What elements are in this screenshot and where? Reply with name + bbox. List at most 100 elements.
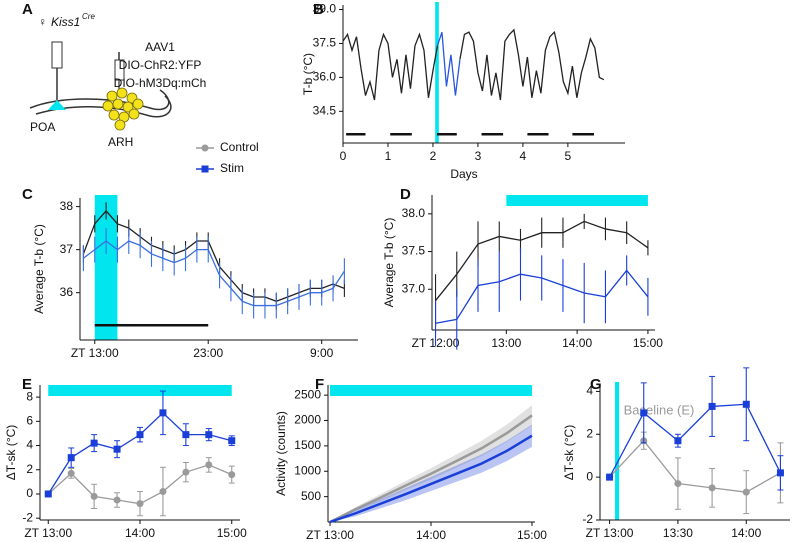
optic-fiber	[51, 41, 63, 69]
stim-period	[94, 195, 118, 340]
x-tick-label: 14:00	[125, 526, 155, 540]
dark-period	[527, 133, 549, 136]
y-tick-label: 500	[301, 489, 321, 503]
legend-marker	[201, 165, 209, 173]
diagram	[29, 41, 172, 131]
x-tick-label: 3	[475, 149, 482, 163]
marker	[44, 490, 52, 498]
marker	[159, 488, 167, 496]
x-tick-label: ZT 13:00	[306, 528, 354, 542]
panel-label: A	[22, 1, 33, 18]
virus-label: AAV1	[145, 40, 175, 54]
panel-label: D	[400, 186, 411, 203]
stim-period	[330, 385, 532, 396]
x-tick-label: ZT 13:00	[71, 346, 119, 360]
stim-period	[506, 195, 648, 206]
y-tick-label: 0	[26, 486, 33, 500]
marker	[182, 468, 190, 476]
marker	[159, 409, 167, 417]
genotype-superscript: Cre	[82, 12, 95, 21]
y-tick-label: 1500	[294, 438, 321, 452]
stim-period	[435, 2, 439, 143]
series-line	[609, 439, 781, 493]
panel-label: E	[22, 376, 32, 393]
y-axis-label: ΔT-sk (°C)	[562, 425, 576, 480]
region-label: POA	[30, 120, 55, 134]
marker	[708, 484, 716, 492]
y-tick-label: 4	[26, 438, 33, 452]
y-axis-label: Activity (counts)	[274, 411, 288, 496]
y-tick-label: 38.0	[402, 206, 426, 220]
y-tick-label: 38	[60, 199, 74, 213]
x-tick-label: ZT 13:00	[24, 526, 72, 540]
error-band	[330, 405, 532, 522]
series-line	[436, 31, 461, 96]
neurons	[102, 87, 144, 131]
marker	[113, 496, 121, 504]
series-line	[83, 240, 345, 307]
x-tick-label: 15:00	[217, 526, 247, 540]
x-tick-label: 13:30	[663, 526, 693, 540]
x-axis-label: Days	[450, 167, 477, 181]
marker	[674, 480, 682, 488]
marker	[742, 400, 750, 408]
series-line	[342, 28, 605, 101]
y-axis-label: ΔT-sk (°C)	[4, 425, 18, 480]
genotype: Kiss1	[51, 15, 80, 29]
x-tick-label: 13:00	[491, 336, 521, 350]
x-tick-label: 0	[340, 149, 347, 163]
stim-period	[48, 385, 232, 396]
marker	[228, 471, 236, 479]
x-tick-label: 15:00	[633, 336, 663, 350]
marker	[113, 445, 121, 453]
y-tick-label: 37.5	[402, 244, 426, 258]
y-tick-label: 2000	[294, 413, 321, 427]
y-tick-label: 37.5	[313, 36, 337, 50]
x-tick-label: 23:00	[193, 346, 223, 360]
x-tick-label: 5	[565, 149, 572, 163]
legend-marker	[201, 144, 209, 152]
y-tick-label: 39.0	[313, 2, 337, 16]
marker	[640, 409, 648, 417]
legend-label: Control	[220, 140, 259, 154]
x-tick-label: 1	[385, 149, 392, 163]
y-tick-label: 4	[586, 384, 593, 398]
y-tick-label: 0	[586, 469, 593, 483]
light-cone	[48, 100, 66, 110]
virus-label: DIO-hM3Dq:mCh	[114, 76, 207, 90]
y-tick-label: 2	[26, 462, 33, 476]
y-axis-label: T-b (°C)	[301, 53, 315, 95]
y-axis-label: Average T-b (°C)	[32, 224, 46, 314]
marker	[674, 437, 682, 445]
marker	[90, 439, 98, 447]
y-axis-label: Average T-b (°C)	[382, 218, 396, 308]
marker	[182, 431, 190, 439]
dark-period	[94, 324, 209, 327]
marker	[708, 402, 716, 410]
sex-symbol: ♀	[38, 15, 47, 29]
y-tick-label: 37	[60, 242, 74, 256]
series-line	[47, 411, 232, 495]
x-tick-label: 15:00	[517, 528, 547, 542]
y-tick-label: 36.0	[313, 70, 337, 84]
y-tick-label: 37.0	[402, 281, 426, 295]
dark-period	[572, 133, 594, 136]
x-tick-label: 14:00	[562, 336, 592, 350]
stim-period	[615, 382, 620, 520]
marker	[67, 454, 75, 462]
virus-label: DIO-ChR2:YFP	[119, 58, 202, 72]
panel-label: F	[315, 376, 324, 393]
dark-period	[481, 133, 504, 136]
y-tick-label: 8	[26, 389, 33, 403]
x-tick-label: 9:00	[310, 346, 334, 360]
y-tick-label: 2500	[294, 387, 321, 401]
x-tick-label: 14:00	[416, 528, 446, 542]
x-tick-label: 2	[430, 149, 437, 163]
marker	[228, 437, 236, 445]
series-line	[608, 403, 782, 478]
series-line	[329, 434, 533, 524]
marker	[136, 431, 144, 439]
panel-label: G	[590, 376, 602, 393]
x-tick-label: ZT 13:00	[586, 526, 634, 540]
